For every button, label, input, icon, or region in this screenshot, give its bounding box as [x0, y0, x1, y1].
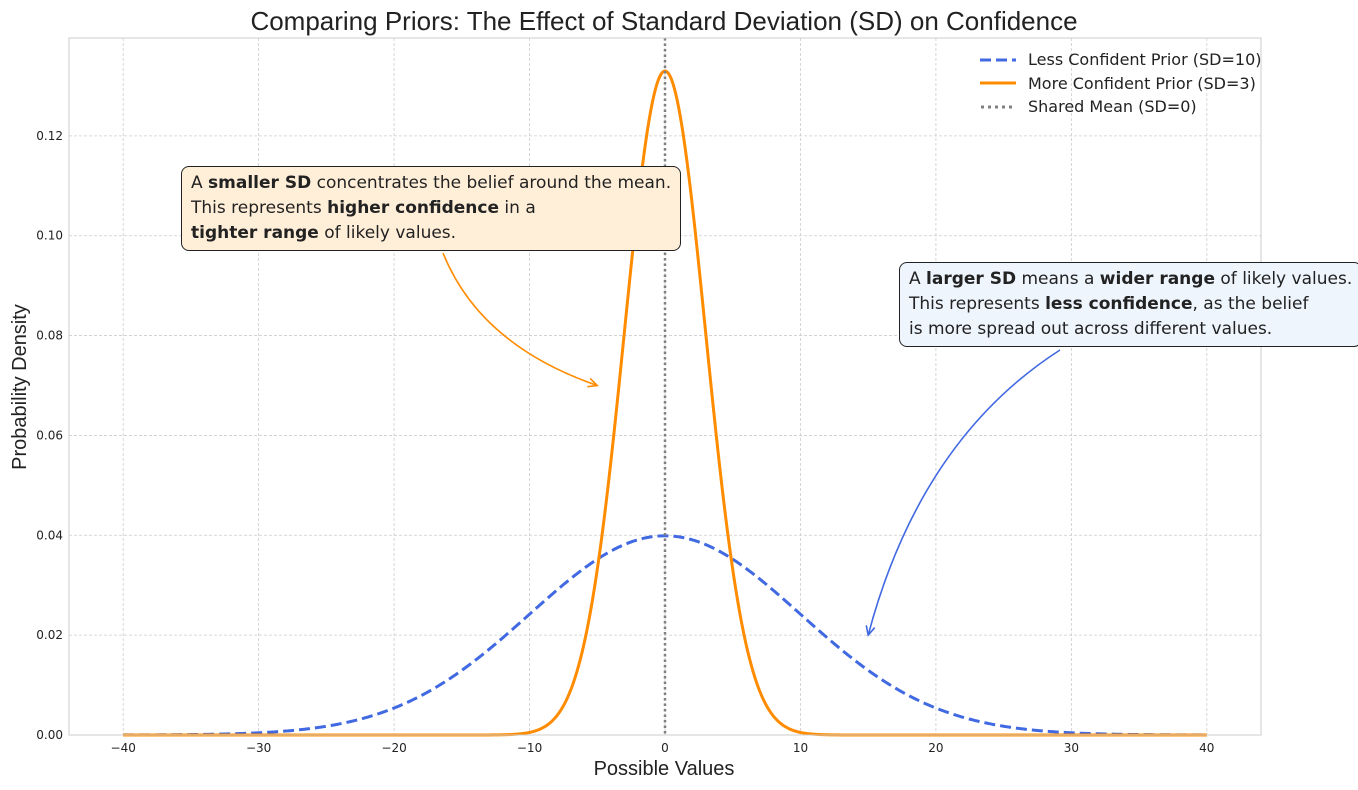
x-tick-label: 40	[1199, 741, 1214, 755]
legend-dotted-line-icon	[981, 105, 1016, 109]
annotation-text: concentrates the belief around the mean.	[311, 173, 672, 193]
annotation-text: , as the belief	[1192, 294, 1309, 314]
x-tick-label: 10	[793, 741, 808, 755]
annotation-text: is more spread out across different valu…	[909, 319, 1273, 339]
legend: Less Confident Prior (SD=10) More Confid…	[980, 48, 1261, 119]
legend-dashed-line-icon	[980, 58, 1016, 62]
annotation-arrow	[867, 349, 1061, 636]
annotation-text: A	[191, 173, 209, 193]
annotation-bold-text: higher confidence	[327, 198, 500, 218]
legend-item-mean: Shared Mean (SD=0)	[980, 95, 1261, 119]
x-tick-label: 0	[661, 741, 669, 755]
legend-solid-line-icon	[980, 81, 1016, 85]
series-line-sd10	[123, 534, 1207, 737]
annotation-line: This represents higher confidence in a	[191, 196, 671, 221]
y-tick-label: 0.10	[36, 229, 63, 243]
annotation-text: A	[909, 269, 927, 289]
annotation-bold-text: smaller SD	[208, 173, 312, 193]
y-tick-label: 0.06	[36, 428, 63, 442]
annotation-bold-text: less confidence	[1045, 294, 1193, 314]
y-tick-label: 0.04	[36, 528, 63, 542]
annotation-arrow	[442, 252, 598, 387]
annotation-bold-text: wider range	[1099, 269, 1215, 289]
annotation-larger-sd: A larger SD means a wider range of likel…	[899, 262, 1358, 347]
legend-label: Less Confident Prior (SD=10)	[1028, 50, 1262, 69]
annotation-text: This represents	[909, 294, 1046, 314]
annotation-line: A smaller SD concentrates the belief aro…	[191, 171, 671, 196]
annotation-text: in a	[499, 198, 536, 218]
legend-item-sd10: Less Confident Prior (SD=10)	[980, 48, 1261, 72]
x-tick-label: 20	[928, 741, 943, 755]
annotation-line: is more spread out across different valu…	[909, 317, 1352, 342]
x-tick-label: 30	[1064, 741, 1079, 755]
legend-label: More Confident Prior (SD=3)	[1028, 73, 1256, 93]
annotation-text: of likely values.	[1215, 269, 1353, 289]
annotation-line: tighter range of likely values.	[191, 221, 671, 246]
y-axis-label: Probability Density	[9, 304, 31, 470]
annotation-bold-text: tighter range	[191, 223, 319, 243]
annotation-bold-text: larger SD	[926, 269, 1017, 289]
legend-item-sd3: More Confident Prior (SD=3)	[980, 72, 1261, 96]
arrowhead-icon	[865, 625, 876, 637]
x-tick-label: −20	[381, 741, 406, 755]
arrowhead-icon	[587, 377, 600, 388]
annotation-line: This represents less confidence, as the …	[909, 292, 1352, 317]
legend-label: Shared Mean (SD=0)	[1028, 97, 1197, 116]
x-tick-label: −30	[246, 741, 271, 755]
annotation-text: This represents	[191, 198, 328, 218]
y-tick-label: 0.08	[36, 329, 63, 343]
annotation-text: of likely values.	[318, 223, 457, 243]
x-axis-label: Possible Values	[594, 758, 735, 780]
annotation-line: A larger SD means a wider range of likel…	[909, 267, 1352, 292]
chart-title: Comparing Priors: The Effect of Standard…	[250, 6, 1077, 36]
y-tick-label: 0.12	[36, 129, 63, 143]
annotation-smaller-sd: A smaller SD concentrates the belief aro…	[181, 166, 682, 251]
y-tick-label: 0.00	[36, 728, 63, 742]
y-tick-label: 0.02	[36, 628, 63, 642]
x-tick-label: −10	[517, 741, 542, 755]
annotation-text: means a	[1016, 269, 1100, 289]
x-tick-label: −40	[111, 741, 136, 755]
plot-frame	[68, 37, 1262, 736]
